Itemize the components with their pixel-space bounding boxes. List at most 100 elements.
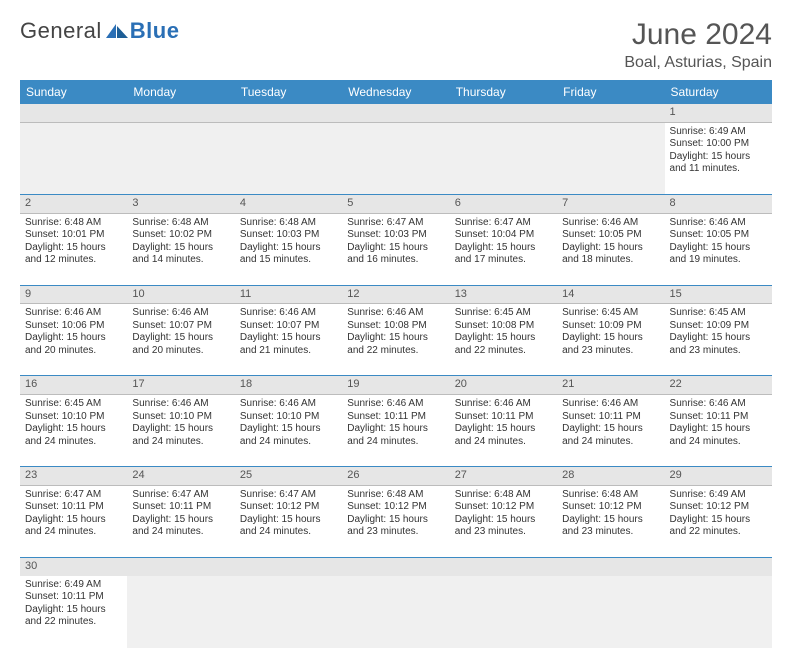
cell-line-sunrise: Sunrise: 6:49 AM: [25, 579, 122, 592]
weekday-header: Thursday: [450, 80, 557, 104]
daynum-row: 16171819202122: [20, 376, 772, 395]
cell-line-sunrise: Sunrise: 6:46 AM: [240, 398, 337, 411]
cell-line-sunset: Sunset: 10:12 PM: [562, 501, 659, 514]
cell-line-day1: Daylight: 15 hours: [562, 423, 659, 436]
daynum-row: 2345678: [20, 194, 772, 213]
week-row: Sunrise: 6:49 AMSunset: 10:00 PMDaylight…: [20, 122, 772, 194]
cell-line-day1: Daylight: 15 hours: [347, 514, 444, 527]
day-number: 11: [235, 285, 342, 304]
week-row: Sunrise: 6:48 AMSunset: 10:01 PMDaylight…: [20, 213, 772, 285]
day-number: 29: [665, 467, 772, 486]
cell-line-sunset: Sunset: 10:11 PM: [132, 501, 229, 514]
cell-line-sunrise: Sunrise: 6:48 AM: [240, 217, 337, 230]
cell-line-sunset: Sunset: 10:09 PM: [562, 320, 659, 333]
day-number: 24: [127, 467, 234, 486]
cell-line-sunrise: Sunrise: 6:46 AM: [132, 307, 229, 320]
cell-line-sunset: Sunset: 10:03 PM: [347, 229, 444, 242]
day-number: 28: [557, 467, 664, 486]
cell-line-day2: and 24 minutes.: [240, 436, 337, 449]
cell-line-day1: Daylight: 15 hours: [132, 242, 229, 255]
cell-line-day1: Daylight: 15 hours: [240, 332, 337, 345]
day-cell: Sunrise: 6:46 AMSunset: 10:08 PMDaylight…: [342, 304, 449, 376]
day-cell: Sunrise: 6:47 AMSunset: 10:11 PMDaylight…: [20, 485, 127, 557]
cell-line-sunset: Sunset: 10:12 PM: [240, 501, 337, 514]
day-number: [557, 104, 664, 122]
cell-line-sunset: Sunset: 10:01 PM: [25, 229, 122, 242]
day-number: 23: [20, 467, 127, 486]
weekday-header: Wednesday: [342, 80, 449, 104]
calendar-table: Sunday Monday Tuesday Wednesday Thursday…: [20, 80, 772, 648]
week-row: Sunrise: 6:47 AM Sunset: 10:11 PM Daylight…: [20, 485, 772, 557]
cell-line-sunrise: Sunrise: 6:46 AM: [347, 398, 444, 411]
day-cell: Sunrise: 6:47 AMSunset: 10:04 PMDaylight…: [450, 213, 557, 285]
cell-line-day2: and 19 minutes.: [670, 254, 767, 267]
cell-line-day1: Daylight: 15 hours: [240, 242, 337, 255]
cell-line-day1: Daylight: 15 hours: [670, 423, 767, 436]
cell-line-day1: Daylight: 15 hours: [562, 514, 659, 527]
day-number: 25: [235, 467, 342, 486]
cell-line-day1: Daylight: 15 hours: [562, 242, 659, 255]
day-cell: [557, 122, 664, 194]
cell-line-day2: and 21 minutes.: [240, 345, 337, 358]
day-number: 27: [450, 467, 557, 486]
day-cell: Sunrise: 6:48 AMSunset: 10:03 PMDaylight…: [235, 213, 342, 285]
cell-line-sunrise: Sunrise: 6:46 AM: [562, 398, 659, 411]
day-number: 4: [235, 194, 342, 213]
cell-line-day1: Daylight: 15 hours: [132, 332, 229, 345]
cell-line-sunset: Sunset: 10:11 PM: [670, 411, 767, 424]
cell-line-day2: and 24 minutes.: [240, 526, 337, 539]
cell-line-day1: Daylight: 15 hours: [25, 423, 122, 436]
cell-line-sunset: Sunset: 10:05 PM: [562, 229, 659, 242]
cell-line-sunset: Sunset: 10:00 PM: [670, 138, 767, 151]
cell-line-day1: Daylight: 15 hours: [25, 332, 122, 345]
day-cell: Sunrise: 6:49 AMSunset: 10:12 PMDaylight…: [665, 485, 772, 557]
day-cell: [342, 122, 449, 194]
header: General Blue June 2024 Boal, Asturias, S…: [20, 18, 772, 72]
cell-line-sunset: Sunset: 10:11 PM: [562, 411, 659, 424]
cell-line-sunrise: Sunrise: 6:48 AM: [132, 217, 229, 230]
cell-line-sunrise: Sunrise: 6:47 AM: [240, 489, 337, 502]
cell-line-day1: Daylight: 15 hours: [25, 604, 122, 617]
day-number: 22: [665, 376, 772, 395]
cell-line-day2: and 20 minutes.: [25, 345, 122, 358]
day-cell: Sunrise: 6:46 AMSunset: 10:11 PMDaylight…: [450, 395, 557, 467]
day-number: 21: [557, 376, 664, 395]
cell-line-sunrise: Sunrise: 6:46 AM: [25, 307, 122, 320]
day-number: [20, 104, 127, 122]
day-number: [665, 557, 772, 575]
day-cell: Sunrise: 6:46 AMSunset: 10:07 PMDaylight…: [235, 304, 342, 376]
day-number: [235, 104, 342, 122]
cell-line-day2: and 22 minutes.: [347, 345, 444, 358]
cell-line-day2: and 24 minutes.: [347, 436, 444, 449]
cell-line-day1: Daylight: 15 hours: [347, 242, 444, 255]
day-cell: Sunrise: 6:46 AMSunset: 10:06 PMDaylight…: [20, 304, 127, 376]
day-number: [342, 557, 449, 575]
day-cell: Sunrise: 6:46 AMSunset: 10:05 PMDaylight…: [665, 213, 772, 285]
cell-line-sunrise: Sunrise: 6:47 AM: [455, 217, 552, 230]
daynum-row: 30: [20, 557, 772, 575]
title-block: June 2024 Boal, Asturias, Spain: [624, 18, 772, 72]
location: Boal, Asturias, Spain: [624, 54, 772, 72]
cell-line-sunrise: Sunrise: 6:46 AM: [562, 217, 659, 230]
cell-line-sunset: Sunset: 10:06 PM: [25, 320, 122, 333]
cell-line-sunrise: Sunrise: 6:48 AM: [25, 217, 122, 230]
day-cell: [20, 122, 127, 194]
cell-line-sunset: Sunset: 10:12 PM: [347, 501, 444, 514]
day-cell: Sunrise: 6:49 AMSunset: 10:00 PMDaylight…: [665, 122, 772, 194]
cell-line-sunset: Sunset: 10:03 PM: [240, 229, 337, 242]
weekday-header: Monday: [127, 80, 234, 104]
cell-line-day1: Daylight: 15 hours: [670, 514, 767, 527]
cell-line-sunrise: Sunrise: 6:45 AM: [670, 307, 767, 320]
day-cell: Sunrise: 6:47 AMSunset: 10:12 PMDaylight…: [235, 485, 342, 557]
day-cell: Sunrise: 6:46 AMSunset: 10:11 PMDaylight…: [557, 395, 664, 467]
daynum-row: 9101112131415: [20, 285, 772, 304]
cell-line-sunrise: Sunrise: 6:48 AM: [562, 489, 659, 502]
day-cell: [450, 122, 557, 194]
day-number: 17: [127, 376, 234, 395]
cell-line-day2: and 24 minutes.: [670, 436, 767, 449]
day-cell: Sunrise: 6:45 AMSunset: 10:10 PMDaylight…: [20, 395, 127, 467]
logo-text-2: Blue: [130, 18, 180, 44]
cell-line-day1: Daylight: 15 hours: [455, 332, 552, 345]
day-cell: Sunrise: 6:46 AMSunset: 10:10 PMDaylight…: [235, 395, 342, 467]
cell-line-day1: Daylight: 15 hours: [240, 423, 337, 436]
